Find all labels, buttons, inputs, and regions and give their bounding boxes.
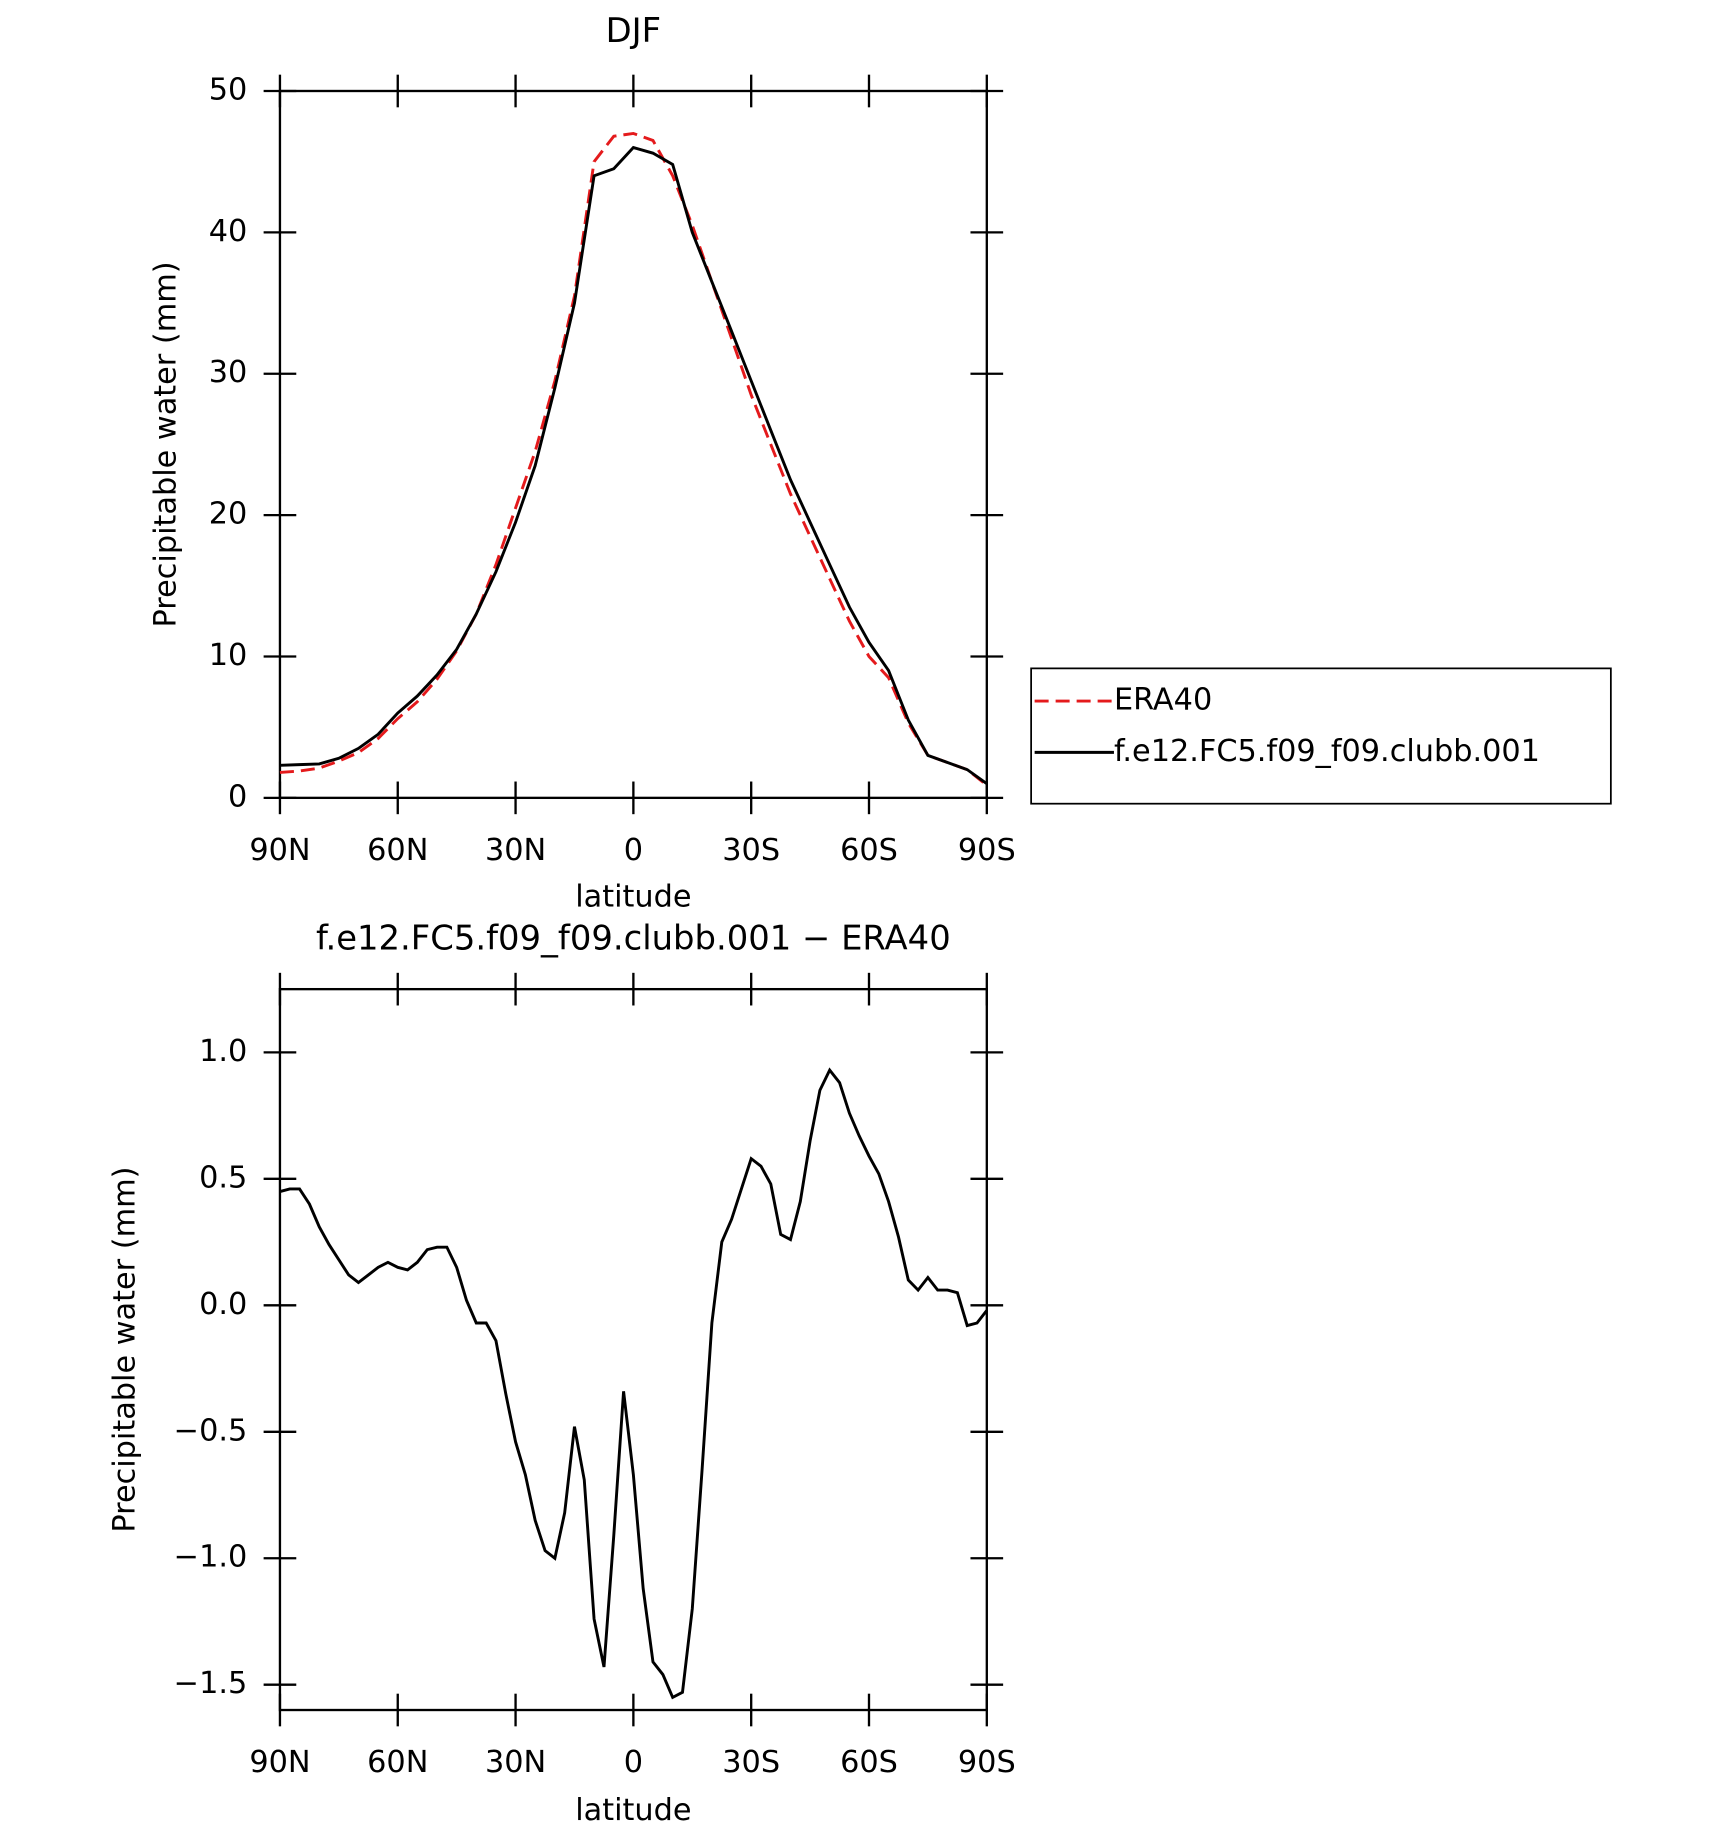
y-tick-label: 0	[228, 779, 247, 814]
x-axis-label: latitude	[575, 880, 691, 915]
data-line	[279, 1067, 988, 1700]
x-tick-label: 0	[624, 1745, 643, 1780]
x-axis-label: latitude	[575, 1793, 691, 1822]
x-tick-label: 90N	[249, 833, 310, 868]
legend-label: f.e12.FC5.f09_f09.clubb.001	[1114, 734, 1540, 769]
x-tick-label: 60S	[840, 833, 898, 868]
y-tick-label: 30	[209, 355, 248, 390]
legend-label: ERA40	[1114, 683, 1212, 718]
x-tick-label: 90N	[249, 1745, 310, 1780]
x-tick-label: 60N	[367, 833, 428, 868]
chart-title: f.e12.FC5.f09_f09.clubb.001 − ERA40	[316, 919, 951, 958]
y-tick-label: 10	[209, 638, 248, 673]
x-tick-label: 30S	[722, 1745, 780, 1780]
y-tick-label: 50	[209, 72, 248, 107]
x-tick-label: 30N	[485, 833, 546, 868]
y-tick-label: −0.5	[174, 1413, 248, 1448]
x-tick-label: 60S	[840, 1745, 898, 1780]
data-line	[279, 131, 988, 787]
x-tick-label: 30S	[722, 833, 780, 868]
y-axis-label: Precipitable water (mm)	[148, 261, 183, 627]
x-tick-label: 90S	[958, 833, 1016, 868]
y-axis-label: Precipitable water (mm)	[107, 1167, 142, 1533]
chart-title: DJF	[606, 11, 661, 50]
y-tick-label: −1.5	[174, 1666, 248, 1701]
x-tick-label: 0	[624, 833, 643, 868]
y-tick-label: 40	[209, 214, 248, 249]
x-tick-label: 90S	[958, 1745, 1016, 1780]
y-tick-label: 0.5	[199, 1160, 247, 1195]
data-line	[279, 145, 988, 785]
plot-frame	[278, 987, 988, 1712]
y-tick-label: 20	[209, 497, 248, 532]
y-tick-label: 0.0	[199, 1287, 247, 1322]
x-tick-label: 60N	[367, 1745, 428, 1780]
plot-frame	[278, 89, 988, 800]
x-tick-label: 30N	[485, 1745, 546, 1780]
y-tick-label: −1.0	[174, 1540, 248, 1575]
y-tick-label: 1.0	[199, 1034, 247, 1069]
legend-box	[1030, 667, 1612, 805]
